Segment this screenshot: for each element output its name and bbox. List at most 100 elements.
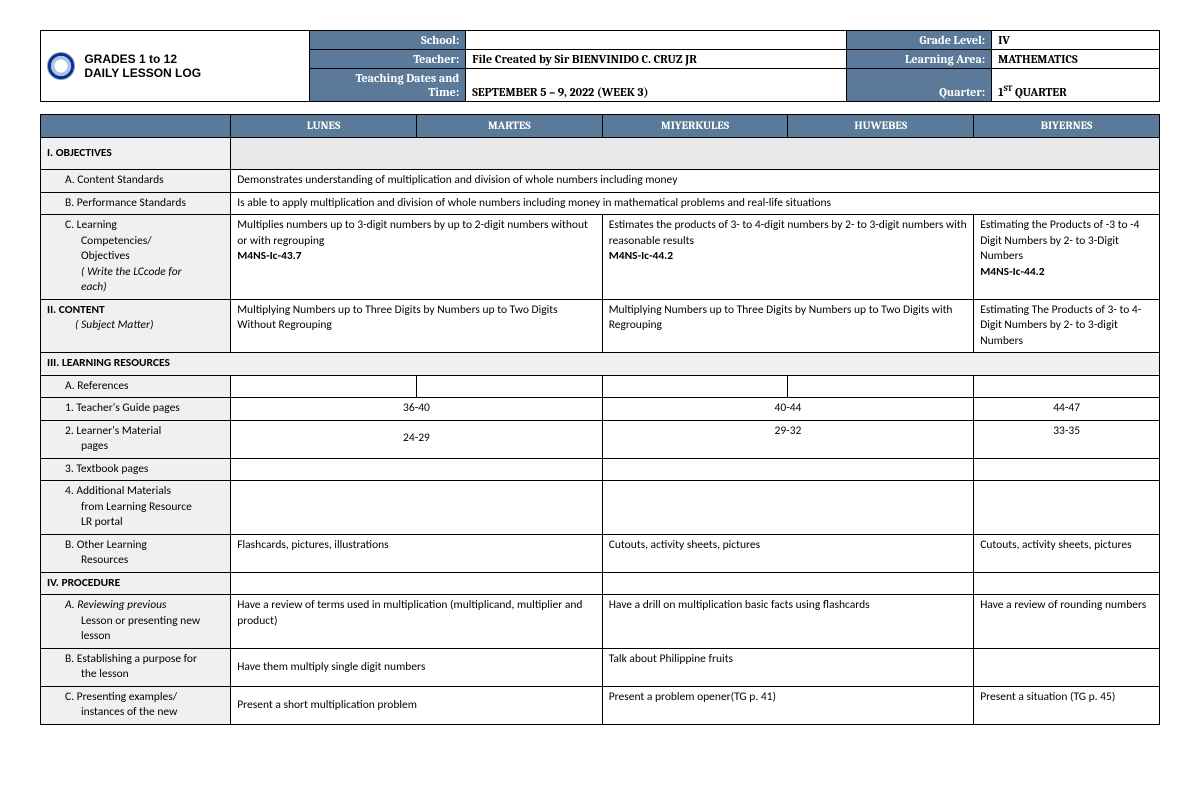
row-performance-standards: B. Performance Standards Is able to appl… — [41, 192, 1160, 215]
quarter-suffix: QUARTER — [1012, 85, 1066, 99]
row-content-standards: A. Content Standards Demonstrates unders… — [41, 170, 1160, 193]
perf-b-text: B. Performance Standards — [47, 196, 224, 212]
lc-col5: Estimating the Products of -3 to -4 Digi… — [974, 215, 1160, 300]
am-34 — [602, 481, 974, 535]
am-12 — [231, 481, 603, 535]
tb-12 — [231, 458, 603, 481]
tb-text: 3. Textbook pages — [47, 462, 224, 478]
row-textbook: 3. Textbook pages — [41, 458, 1160, 481]
refs-label: A. References — [41, 375, 231, 398]
row-references: A. References — [41, 375, 1160, 398]
procA-12: Have a review of terms used in multiplic… — [231, 595, 603, 649]
lm-34: 29-32 — [602, 420, 974, 458]
tg-5: 44-47 — [974, 398, 1160, 421]
dates-label-1: Teaching Dates and — [355, 71, 459, 85]
refs-c5 — [974, 375, 1160, 398]
lc-col5-code: M4NS-Ic-44.2 — [980, 265, 1044, 279]
day-biyernes: BIYERNES — [974, 115, 1160, 138]
procC-12: Present a short multiplication problem — [231, 686, 603, 724]
lc-col34: Estimates the products of 3- to 4-digit … — [602, 215, 974, 300]
proc-head: IV. PROCEDURE — [41, 572, 231, 595]
learning-area-label: Learning Area: — [846, 50, 991, 69]
procB-34: Talk about Philippine fruits — [602, 648, 974, 686]
row-objectives: I. OBJECTIVES — [41, 137, 1160, 170]
tg-text: 1. Teacher's Guide pages — [47, 401, 224, 417]
olr-line1: B. Other Learning — [47, 538, 224, 554]
row-lm-pages: 2. Learner's Material pages 24-29 29-32 … — [41, 420, 1160, 458]
day-miyerkules: MIYERKULES — [602, 115, 788, 138]
lc-col34-code: M4NS-Ic-44.2 — [609, 249, 673, 263]
teacher-label: Teacher: — [309, 50, 466, 69]
tg-12: 36-40 — [231, 398, 603, 421]
school-label: School: — [309, 31, 466, 50]
procB-line2: the lesson — [47, 667, 224, 683]
day-lunes: LUNES — [231, 115, 417, 138]
day-header-row: LUNES MARTES MIYERKULES HUWEBES BIYERNES — [41, 115, 1160, 138]
content-col34: Multiplying Numbers up to Three Digits b… — [602, 299, 974, 353]
row-proc-a: A. Reviewing previous Lesson or presenti… — [41, 595, 1160, 649]
lc-col5-text: Estimating the Products of -3 to -4 Digi… — [980, 218, 1139, 263]
procA-label: A. Reviewing previous Lesson or presenti… — [41, 595, 231, 649]
procA-line3: lesson — [47, 629, 224, 645]
procA-34: Have a drill on multiplication basic fac… — [602, 595, 974, 649]
row-other-resources: B. Other Learning Resources Flashcards, … — [41, 534, 1160, 572]
row-content: II. CONTENT ( Subject Matter) Multiplyin… — [41, 299, 1160, 353]
day-martes: MARTES — [416, 115, 602, 138]
content-col5: Estimating The Products of 3- to 4-Digit… — [974, 299, 1160, 353]
tg-34: 40-44 — [602, 398, 974, 421]
olr-line2: Resources — [47, 553, 224, 569]
content-h-line2: ( Subject Matter) — [47, 318, 153, 332]
content-standards-value: Demonstrates understanding of multiplica… — [231, 170, 1160, 193]
lm-line2: pages — [47, 439, 224, 455]
procC-5: Present a situation (TG p. 45) — [974, 686, 1160, 724]
lm-line1: 2. Learner's Material — [47, 424, 224, 440]
procB-12: Have them multiply single digit numbers — [231, 648, 603, 686]
lr-head: III. LEARNING RESOURCES — [41, 353, 1160, 376]
lc-line5: each) — [47, 280, 224, 296]
day-huwebes: HUWEBES — [788, 115, 974, 138]
tb-34 — [602, 458, 974, 481]
row-proc-c: C. Presenting examples/ instances of the… — [41, 686, 1160, 724]
title-line2: DAILY LESSON LOG — [84, 66, 201, 80]
objectives-label: I. OBJECTIVES — [41, 137, 231, 170]
dates-label: Teaching Dates and Time: — [309, 69, 466, 102]
lc-line1: C. Learning — [47, 218, 224, 234]
row-procedure-head: IV. PROCEDURE — [41, 572, 1160, 595]
lc-col12-text: Multiplies numbers up to 3-digit numbers… — [237, 218, 588, 248]
tg-label: 1. Teacher's Guide pages — [41, 398, 231, 421]
tb-5 — [974, 458, 1160, 481]
quarter-value: 1ST QUARTER — [992, 69, 1160, 102]
proc-head-34 — [602, 572, 974, 595]
proc-head-5 — [974, 572, 1160, 595]
row-tg-pages: 1. Teacher's Guide pages 36-40 40-44 44-… — [41, 398, 1160, 421]
row-learning-resources: III. LEARNING RESOURCES — [41, 353, 1160, 376]
content-a-text: A. Content Standards — [47, 173, 224, 189]
olr-label: B. Other Learning Resources — [41, 534, 231, 572]
am-line1: 4. Additional Materials — [47, 484, 224, 500]
performance-standards-label: B. Performance Standards — [41, 192, 231, 215]
grade-level-value: IV — [992, 31, 1160, 50]
procC-line2: instances of the new — [47, 705, 224, 721]
am-label: 4. Additional Materials from Learning Re… — [41, 481, 231, 535]
lm-label: 2. Learner's Material pages — [41, 420, 231, 458]
procA-5: Have a review of rounding numbers — [974, 595, 1160, 649]
lc-col12: Multiplies numbers up to 3-digit numbers… — [231, 215, 603, 300]
content-h-line1: II. CONTENT — [47, 303, 105, 317]
refs-c4 — [788, 375, 974, 398]
dates-value: SEPTEMBER 5 – 9, 2022 (WEEK 3) — [466, 69, 846, 102]
document-title: GRADES 1 to 12 DAILY LESSON LOG — [41, 31, 310, 102]
day-header-blank — [41, 115, 231, 138]
row-learning-competencies: C. Learning Competencies/ Objectives ( W… — [41, 215, 1160, 300]
lc-line2: Competencies/ — [47, 234, 224, 250]
content-label: II. CONTENT ( Subject Matter) — [41, 299, 231, 353]
procB-label: B. Establishing a purpose for the lesson — [41, 648, 231, 686]
quarter-label: Quarter: — [846, 69, 991, 102]
row-proc-b: B. Establishing a purpose for the lesson… — [41, 648, 1160, 686]
header-table: GRADES 1 to 12 DAILY LESSON LOG School: … — [40, 30, 1160, 102]
deped-seal-icon — [47, 52, 75, 80]
procB-line1: B. Establishing a purpose for — [47, 652, 224, 668]
objectives-blank — [231, 137, 1160, 170]
refs-text: A. References — [47, 379, 224, 395]
procB-5 — [974, 648, 1160, 686]
learning-area-value: MATHEMATICS — [992, 50, 1160, 69]
